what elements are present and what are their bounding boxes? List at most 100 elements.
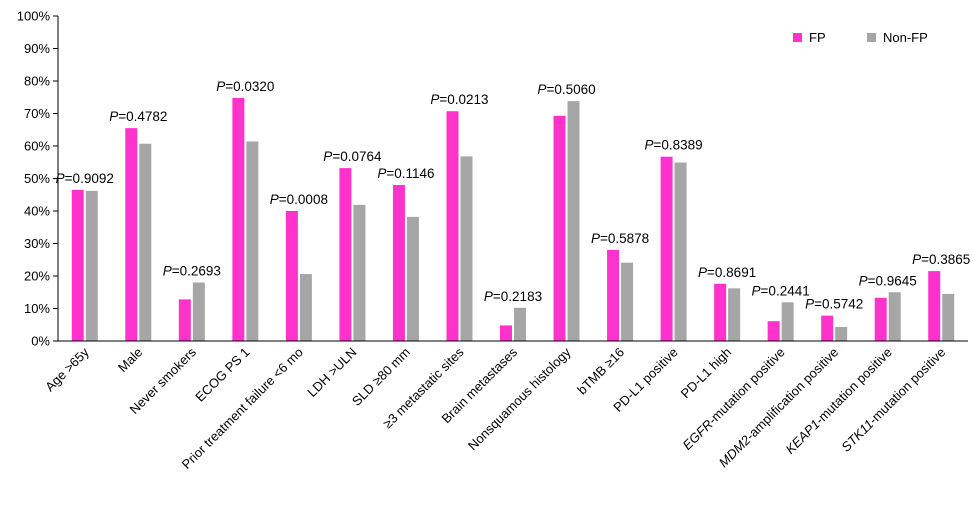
bar-fp (125, 128, 138, 341)
p-value: =0.9645 (868, 273, 917, 288)
bar-fp (500, 325, 512, 341)
p-value-label: P=0.0764 (323, 149, 382, 164)
p-value-label: P=0.8389 (644, 138, 702, 153)
p-value: =0.2693 (172, 264, 221, 279)
bar-non-fp (567, 101, 580, 342)
p-value-label: P=0.8691 (698, 265, 756, 280)
x-category-label: LDH >ULN (304, 345, 359, 400)
p-value: =0.0764 (332, 149, 382, 164)
bar-non-fp (835, 327, 848, 341)
y-tick-label: 0% (31, 334, 50, 349)
bar-fp (71, 189, 84, 341)
bar-fp (232, 97, 245, 342)
p-value: =0.8389 (654, 138, 703, 153)
y-tick-label: 80% (24, 74, 50, 89)
p-symbol: P (430, 92, 439, 107)
bar-fp (553, 115, 566, 342)
legend: FP Non-FP (793, 30, 928, 45)
y-tick-label: 20% (24, 269, 50, 284)
x-category-label: PD-L1 high (678, 345, 735, 402)
bar-fp (660, 156, 673, 341)
y-tick-label: 90% (24, 41, 50, 56)
p-value-label: P=0.0213 (430, 92, 488, 107)
p-symbol: P (912, 252, 921, 267)
p-symbol: P (109, 109, 118, 124)
p-value: =0.5060 (546, 82, 595, 97)
p-symbol: P (805, 297, 814, 312)
bar-non-fp (942, 293, 955, 341)
bar-non-fp (888, 292, 901, 341)
p-symbol: P (752, 283, 761, 298)
p-value: =0.1146 (386, 166, 434, 181)
bar-non-fp (192, 282, 205, 341)
gene-name: KEAP1 (783, 417, 823, 457)
p-value: =0.9092 (65, 171, 114, 186)
x-category-label: EGFR-mutation positive (680, 345, 788, 453)
p-value: =0.0213 (439, 92, 488, 107)
bar-non-fp (514, 307, 526, 341)
bar-fp (285, 211, 298, 341)
bar-non-fp (728, 288, 741, 341)
bar-fp (767, 321, 780, 341)
p-value-label: P=0.5060 (537, 82, 595, 97)
legend-swatch (867, 33, 876, 42)
p-symbol: P (644, 138, 653, 153)
p-value-label: P=0.4782 (109, 109, 167, 124)
bar-non-fp (246, 141, 259, 341)
legend-swatch (793, 33, 802, 42)
p-symbol: P (859, 273, 868, 288)
y-tick-label: 50% (24, 171, 50, 186)
y-tick-label: 100% (17, 9, 51, 24)
p-value-label: P=0.2183 (484, 289, 542, 304)
p-value-label: P=0.0008 (270, 192, 328, 207)
x-category-label: KEAP1-mutation positive (783, 345, 895, 457)
x-category-label: bTMB ≥16 (574, 345, 627, 398)
bar-non-fp (299, 274, 312, 341)
y-tick-label: 10% (24, 301, 50, 316)
bar-non-fp (139, 143, 152, 341)
p-value: =0.0320 (225, 79, 274, 94)
bar-non-fp (406, 216, 419, 341)
p-value: =0.0008 (279, 192, 328, 207)
y-tick-label: 40% (24, 204, 50, 219)
p-value-label: P=0.0320 (216, 79, 274, 94)
p-value-label: P=0.2693 (163, 264, 221, 279)
legend-label: FP (809, 30, 826, 45)
p-symbol: P (591, 231, 600, 246)
bar-fp (607, 250, 620, 341)
bar-non-fp (781, 302, 794, 341)
p-value-label: P=0.2441 (752, 283, 810, 298)
p-symbol: P (698, 265, 707, 280)
category-rest: -amplification positive (743, 345, 841, 443)
bar-fp (392, 185, 405, 341)
p-value: =0.2441 (761, 283, 810, 298)
p-symbol: P (270, 192, 279, 207)
y-tick-label: 60% (24, 139, 50, 154)
p-symbol: P (323, 149, 332, 164)
bar-fp (928, 271, 941, 341)
bar-non-fp (460, 156, 473, 341)
bar-fp (874, 297, 887, 341)
bar-fp (178, 299, 191, 341)
y-axis: 0% 10% 20% 30% 40% 50% 60% 70% 80% 90% 100% (17, 9, 59, 349)
p-symbol: P (216, 79, 225, 94)
bar-non-fp (85, 190, 98, 341)
p-symbol: P (537, 82, 546, 97)
bar-non-fp (621, 262, 634, 341)
p-symbol: P (56, 171, 65, 186)
x-category-label: Age >65y (42, 344, 92, 394)
legend-label: Non-FP (883, 30, 928, 45)
bar-fp (821, 315, 834, 341)
x-category-label: Male (115, 345, 146, 376)
bars (71, 97, 955, 342)
p-symbol: P (484, 289, 493, 304)
bar-fp (339, 168, 352, 341)
p-value: =0.5742 (814, 297, 863, 312)
p-value-label: P=0.1146 (377, 166, 434, 181)
p-value-label: P=0.5878 (591, 231, 649, 246)
p-value-label: P=0.3865 (912, 252, 970, 267)
x-category-label: STK11-mutation positive (838, 345, 948, 455)
p-value-label: P=0.9645 (859, 273, 917, 288)
p-symbol: P (377, 166, 386, 181)
